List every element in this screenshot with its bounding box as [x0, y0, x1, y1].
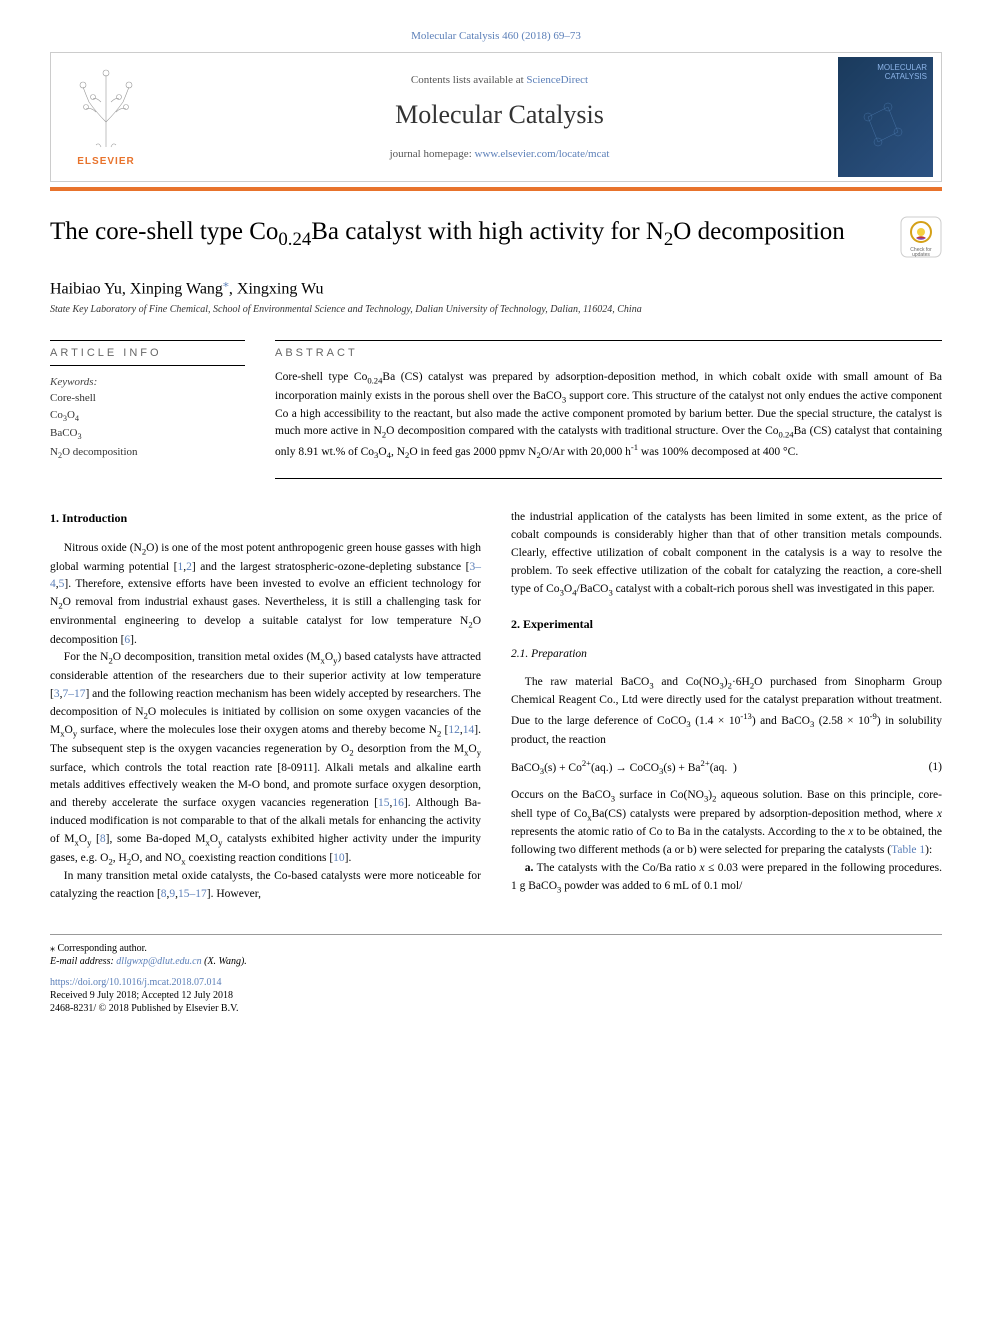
authors: Haibiao Yu, Xinping Wang⁎, Xingxing Wu	[50, 276, 942, 298]
prep-para-3: a. The catalysts with the Co/Ba ratio x …	[511, 860, 942, 896]
email-line: E-mail address: dllgwxp@dlut.edu.cn (X. …	[50, 956, 942, 967]
equation-number: (1)	[929, 759, 942, 777]
elsevier-logo: ELSEVIER	[51, 52, 161, 182]
homepage-text: journal homepage:	[390, 148, 475, 160]
intro-para-2: For the N2O decomposition, transition me…	[50, 649, 481, 868]
contents-text: Contents lists available at	[411, 74, 526, 86]
email-label: E-mail address:	[50, 956, 116, 967]
prep-para-2: Occurs on the BaCO3 surface in Co(NO3)2 …	[511, 787, 942, 860]
received-date: Received 9 July 2018; Accepted 12 July 2…	[50, 990, 942, 1001]
issn-copyright: 2468-8231/ © 2018 Published by Elsevier …	[50, 1003, 942, 1014]
right-column: the industrial application of the cataly…	[511, 509, 942, 903]
homepage-link[interactable]: www.elsevier.com/locate/mcat	[475, 148, 610, 160]
left-column: 1. Introduction Nitrous oxide (N2O) is o…	[50, 509, 481, 903]
keywords-label: Keywords:	[50, 376, 245, 388]
intro-para-1: Nitrous oxide (N2O) is one of the most p…	[50, 540, 481, 649]
email-link[interactable]: dllgwxp@dlut.edu.cn	[116, 956, 201, 967]
keyword: N2O decomposition	[50, 444, 245, 463]
body-text: 1. Introduction Nitrous oxide (N2O) is o…	[50, 509, 942, 903]
journal-header: ELSEVIER Contents lists available at Sci…	[50, 52, 942, 182]
intro-heading: 1. Introduction	[50, 509, 481, 528]
svg-text:updates: updates	[912, 252, 930, 258]
doi-link[interactable]: https://doi.org/10.1016/j.mcat.2018.07.0…	[50, 977, 221, 988]
abstract-heading: ABSTRACT	[275, 340, 942, 369]
experimental-heading: 2. Experimental	[511, 615, 942, 634]
intro-para-3: In many transition metal oxide catalysts…	[50, 868, 481, 904]
abstract-text: Core-shell type Co0.24Ba (CS) catalyst w…	[275, 369, 942, 479]
footer: ⁎ Corresponding author. E-mail address: …	[50, 934, 942, 1014]
preparation-heading: 2.1. Preparation	[511, 646, 942, 664]
equation-body: BaCO3(s) + Co2+(aq.) → CoCO3(s) + Ba2+(a…	[511, 757, 737, 778]
elsevier-tree-icon	[71, 67, 141, 152]
corresponding-author: ⁎ Corresponding author.	[50, 943, 942, 954]
email-author-name: (X. Wang).	[202, 956, 247, 967]
elsevier-text: ELSEVIER	[77, 156, 134, 167]
contents-line: Contents lists available at ScienceDirec…	[161, 74, 838, 86]
journal-name: Molecular Catalysis	[161, 100, 838, 130]
article-info: ARTICLE INFO Keywords: Core-shell Co3O4 …	[50, 340, 245, 479]
affiliation: State Key Laboratory of Fine Chemical, S…	[50, 304, 942, 315]
journal-ref: Molecular Catalysis 460 (2018) 69–73	[50, 30, 942, 42]
article-info-heading: ARTICLE INFO	[50, 340, 245, 366]
equation-1: BaCO3(s) + Co2+(aq.) → CoCO3(s) + Ba2+(a…	[511, 757, 942, 778]
homepage-line: journal homepage: www.elsevier.com/locat…	[161, 148, 838, 160]
header-center: Contents lists available at ScienceDirec…	[161, 74, 838, 160]
keyword: BaCO3	[50, 425, 245, 444]
abstract: ABSTRACT Core-shell type Co0.24Ba (CS) c…	[275, 340, 942, 479]
keyword: Core-shell	[50, 390, 245, 407]
orange-divider	[50, 187, 942, 191]
journal-cover: MOLECULAR CATALYSIS	[838, 57, 933, 177]
sciencedirect-link[interactable]: ScienceDirect	[526, 74, 588, 86]
article-title: The core-shell type Co0.24Ba catalyst wi…	[50, 216, 845, 252]
check-updates-icon[interactable]: Check for updates	[900, 216, 942, 258]
keyword: Co3O4	[50, 407, 245, 426]
prep-para-1: The raw material BaCO3 and Co(NO3)2·6H2O…	[511, 674, 942, 750]
col2-para-1: the industrial application of the cataly…	[511, 509, 942, 599]
